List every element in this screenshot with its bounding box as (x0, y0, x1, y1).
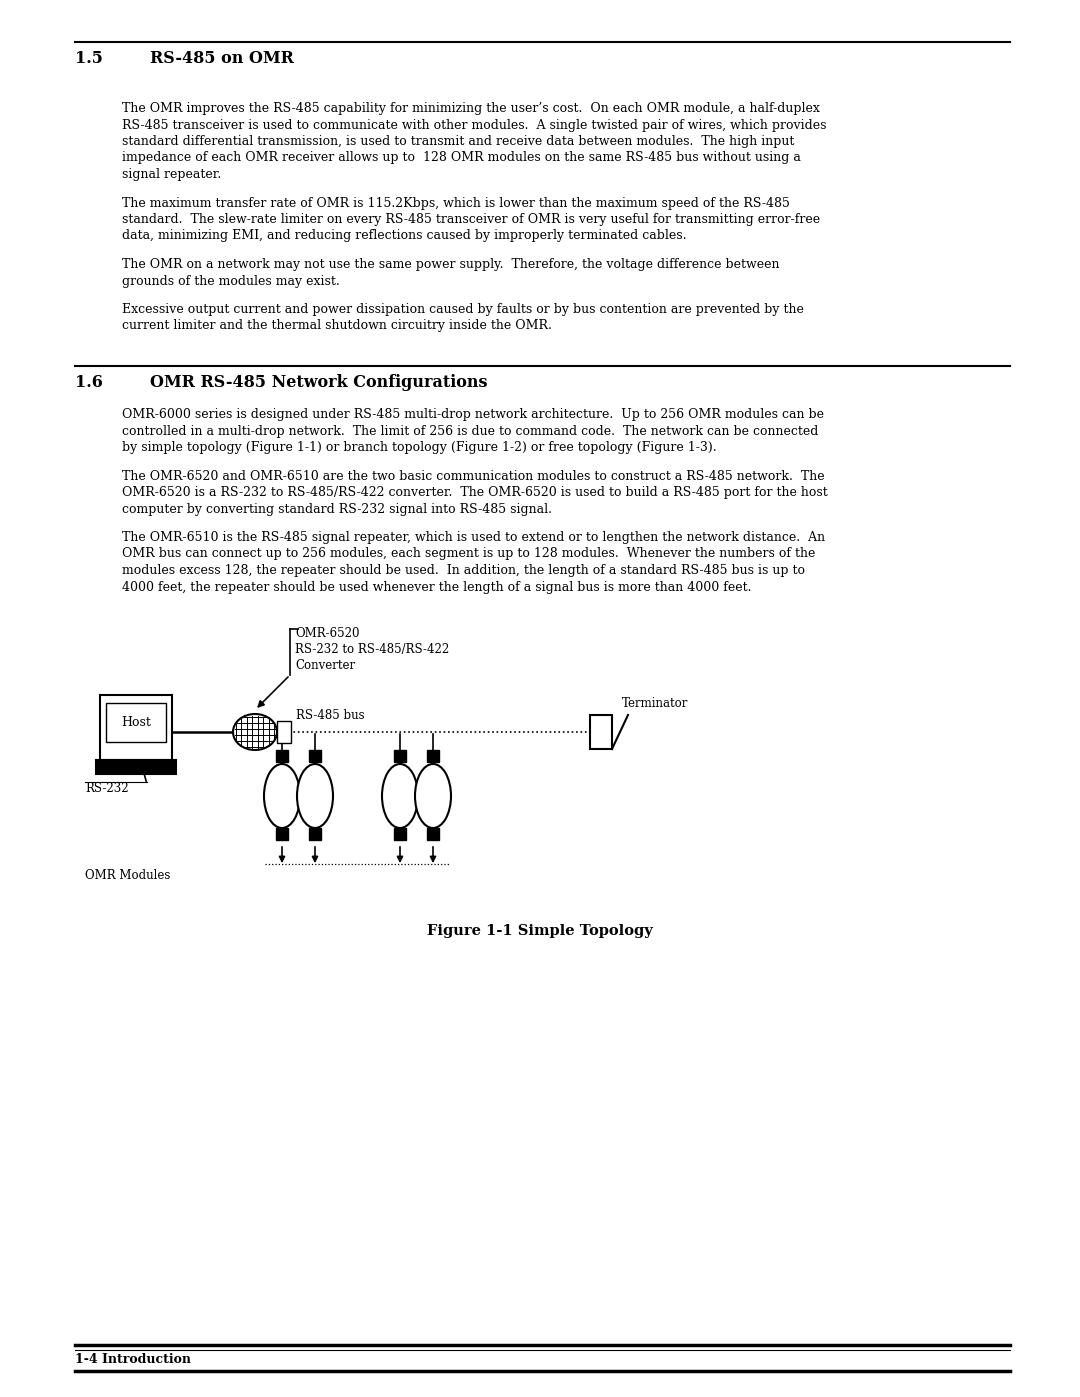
FancyBboxPatch shape (96, 760, 176, 774)
Text: OMR-6520 is a RS-232 to RS-485/RS-422 converter.  The OMR-6520 is used to build : OMR-6520 is a RS-232 to RS-485/RS-422 co… (122, 486, 827, 499)
Text: 4000 feet, the repeater should be used whenever the length of a signal bus is mo: 4000 feet, the repeater should be used w… (122, 581, 752, 594)
Text: Excessive output current and power dissipation caused by faults or by bus conten: Excessive output current and power dissi… (122, 303, 804, 316)
Text: The OMR-6520 and OMR-6510 are the two basic communication modules to construct a: The OMR-6520 and OMR-6510 are the two ba… (122, 469, 825, 482)
Text: Terminator: Terminator (622, 697, 688, 710)
Text: The OMR on a network may not use the same power supply.  Therefore, the voltage : The OMR on a network may not use the sam… (122, 258, 780, 271)
FancyBboxPatch shape (427, 828, 438, 840)
Ellipse shape (382, 764, 418, 828)
Text: RS-485 on OMR: RS-485 on OMR (150, 50, 294, 67)
Text: 1-4 Introduction: 1-4 Introduction (75, 1354, 191, 1366)
Text: RS-232: RS-232 (85, 782, 129, 795)
FancyBboxPatch shape (394, 750, 406, 761)
Text: grounds of the modules may exist.: grounds of the modules may exist. (122, 274, 340, 288)
Text: OMR bus can connect up to 256 modules, each segment is up to 128 modules.  Whene: OMR bus can connect up to 256 modules, e… (122, 548, 815, 560)
FancyBboxPatch shape (309, 750, 321, 761)
FancyBboxPatch shape (427, 750, 438, 761)
Text: computer by converting standard RS-232 signal into RS-485 signal.: computer by converting standard RS-232 s… (122, 503, 552, 515)
Text: current limiter and the thermal shutdown circuitry inside the OMR.: current limiter and the thermal shutdown… (122, 320, 552, 332)
Text: OMR-6520: OMR-6520 (295, 627, 360, 640)
Text: impedance of each OMR receiver allows up to  128 OMR modules on the same RS-485 : impedance of each OMR receiver allows up… (122, 151, 801, 165)
Text: OMR-6000 series is designed under RS-485 multi-drop network architecture.  Up to: OMR-6000 series is designed under RS-485… (122, 408, 824, 420)
Text: signal repeater.: signal repeater. (122, 168, 221, 182)
FancyBboxPatch shape (100, 694, 172, 760)
Ellipse shape (264, 764, 300, 828)
Text: Host: Host (121, 717, 151, 729)
Ellipse shape (297, 764, 333, 828)
FancyBboxPatch shape (590, 715, 612, 749)
Text: standard.  The slew-rate limiter on every RS-485 transceiver of OMR is very usef: standard. The slew-rate limiter on every… (122, 212, 820, 226)
Text: OMR Modules: OMR Modules (85, 869, 171, 882)
Text: RS-485 bus: RS-485 bus (296, 710, 365, 722)
Text: 1.6: 1.6 (75, 374, 103, 391)
Text: OMR RS-485 Network Configurations: OMR RS-485 Network Configurations (150, 374, 487, 391)
FancyBboxPatch shape (106, 703, 166, 742)
Text: The OMR-6510 is the RS-485 signal repeater, which is used to extend or to length: The OMR-6510 is the RS-485 signal repeat… (122, 531, 825, 543)
Text: 1.5: 1.5 (75, 50, 103, 67)
Ellipse shape (415, 764, 451, 828)
Text: data, minimizing EMI, and reducing reflections caused by improperly terminated c: data, minimizing EMI, and reducing refle… (122, 229, 687, 243)
Text: by simple topology (Figure 1-1) or branch topology (Figure 1-2) or free topology: by simple topology (Figure 1-1) or branc… (122, 441, 717, 454)
Text: RS-232 to RS-485/RS-422: RS-232 to RS-485/RS-422 (295, 643, 449, 657)
Ellipse shape (233, 714, 276, 750)
Text: standard differential transmission, is used to transmit and receive data between: standard differential transmission, is u… (122, 136, 795, 148)
Text: Converter: Converter (295, 659, 355, 672)
Text: The maximum transfer rate of OMR is 115.2Kbps, which is lower than the maximum s: The maximum transfer rate of OMR is 115.… (122, 197, 789, 210)
FancyBboxPatch shape (276, 721, 291, 743)
Text: modules excess 128, the repeater should be used.  In addition, the length of a s: modules excess 128, the repeater should … (122, 564, 805, 577)
Text: RS-485 transceiver is used to communicate with other modules.  A single twisted : RS-485 transceiver is used to communicat… (122, 119, 826, 131)
FancyBboxPatch shape (276, 750, 288, 761)
FancyBboxPatch shape (276, 828, 288, 840)
Text: controlled in a multi-drop network.  The limit of 256 is due to command code.  T: controlled in a multi-drop network. The … (122, 425, 819, 437)
Text: The OMR improves the RS-485 capability for minimizing the user’s cost.  On each : The OMR improves the RS-485 capability f… (122, 102, 820, 115)
Text: Figure 1-1 Simple Topology: Figure 1-1 Simple Topology (427, 923, 653, 937)
FancyBboxPatch shape (309, 828, 321, 840)
FancyBboxPatch shape (394, 828, 406, 840)
